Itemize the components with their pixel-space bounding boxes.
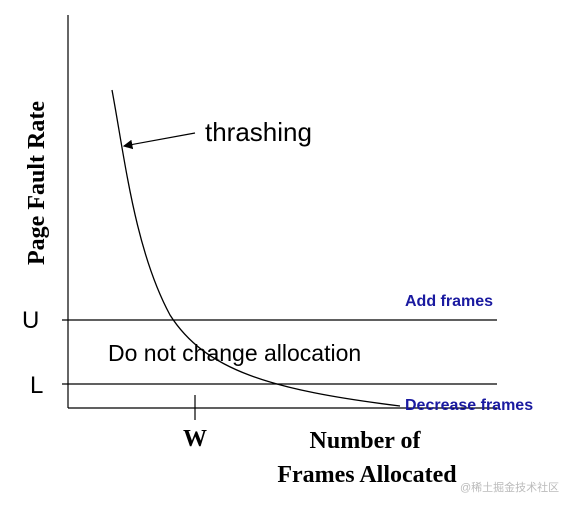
arrow	[122, 132, 196, 150]
l-label: L	[30, 372, 43, 399]
u-label: U	[22, 307, 39, 334]
w-label: W	[183, 426, 207, 452]
x-axis-label: Number of	[310, 428, 422, 454]
y-axis-label: Page Fault Rate	[24, 101, 50, 265]
add-frames: Add frames	[405, 293, 493, 310]
watermark: @稀土掘金技术社区	[460, 480, 559, 494]
decrease-frames: Decrease frames	[405, 397, 533, 414]
fault-curve	[111, 89, 401, 407]
thrashing-label: thrashing	[205, 117, 312, 147]
x-axis-label: Frames Allocated	[277, 462, 457, 488]
no-change: Do not change allocation	[108, 340, 361, 366]
